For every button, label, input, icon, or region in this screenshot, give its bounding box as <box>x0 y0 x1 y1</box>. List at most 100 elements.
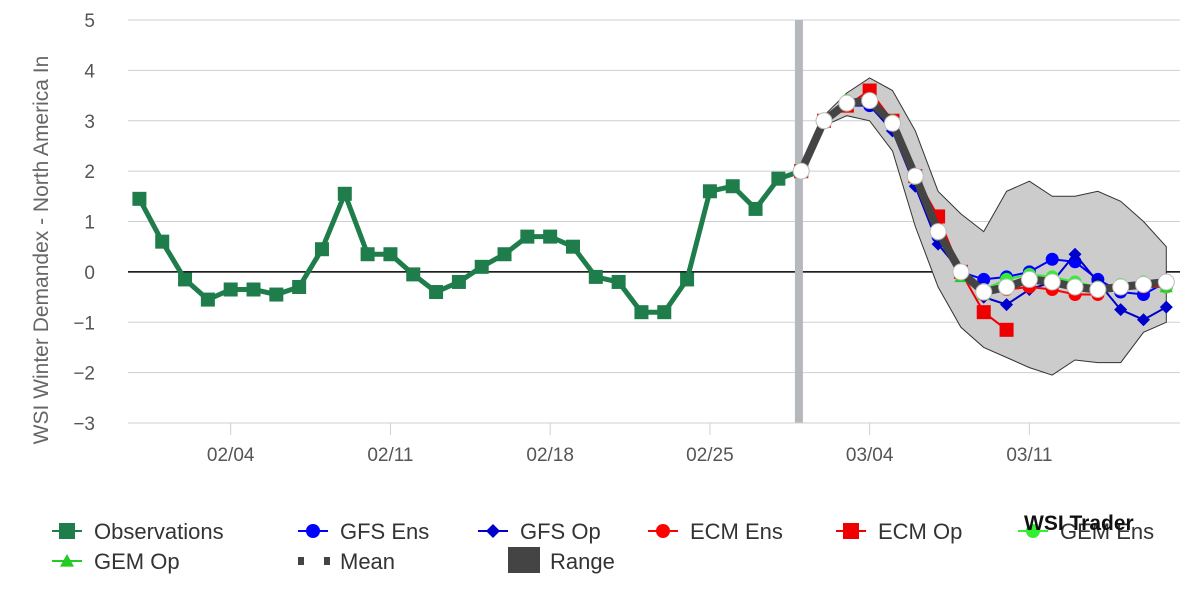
legend-label: Observations <box>94 519 224 544</box>
gfs_op-point <box>1136 313 1150 327</box>
legend-marker <box>843 523 859 539</box>
legend-marker <box>60 554 74 567</box>
observations-point <box>634 305 649 320</box>
mean-point <box>929 223 947 241</box>
y-tick-label: 2 <box>84 162 95 183</box>
legend-label: GFS Ens <box>340 519 429 544</box>
mean-layer <box>792 92 1175 301</box>
y-tick-label: −2 <box>73 364 95 385</box>
observations-point <box>246 282 261 297</box>
observations-point <box>702 184 717 199</box>
observations-layer <box>132 164 809 320</box>
legend-marker <box>486 524 500 538</box>
gfs_ens-point <box>977 272 991 286</box>
legend-label: GEM Op <box>94 549 180 574</box>
observations-point <box>360 247 375 262</box>
mean-point <box>1089 281 1107 299</box>
mean-point <box>883 114 901 132</box>
gfs_op-point <box>1068 247 1082 261</box>
ecm_op-point <box>976 305 991 320</box>
observations-point <box>337 186 352 201</box>
mean-point <box>861 92 879 110</box>
legend-item-mean: Mean <box>298 549 395 574</box>
gfs_op-point <box>1159 300 1173 314</box>
legend: Observations GFS Ens GFS Op ECM Ens ECM Op GE… <box>52 519 1154 574</box>
forecast-divider-layer <box>794 20 803 423</box>
legend-item-gem_ens: GEM Ens <box>1018 519 1154 544</box>
observations-point <box>520 229 535 244</box>
y-tick-label: 1 <box>84 213 95 234</box>
y-tick-label: −3 <box>73 414 95 435</box>
observations-point <box>292 279 307 294</box>
legend-item-observations: Observations <box>52 519 224 544</box>
observations-line <box>137 168 802 315</box>
range-layer <box>800 77 1167 376</box>
legend-label: Mean <box>340 549 395 574</box>
observations-point <box>543 229 558 244</box>
gfs_ens-point <box>1045 252 1059 266</box>
observations-point <box>588 269 603 284</box>
legend-label: ECM Ens <box>690 519 783 544</box>
legend-label: GFS Op <box>520 519 601 544</box>
x-tick-label: 02/25 <box>686 445 734 466</box>
observations-point <box>178 272 193 287</box>
y-tick-label: −1 <box>73 313 95 334</box>
observations-point <box>657 305 672 320</box>
observations-point <box>565 239 580 254</box>
mean-point <box>975 283 993 301</box>
legend-marker <box>59 523 75 539</box>
x-tick-label: 02/04 <box>207 445 255 466</box>
observations-point <box>497 247 512 262</box>
observations-point <box>383 247 398 262</box>
brand-label: WSI Trader <box>1024 512 1134 535</box>
mean-point <box>1066 278 1084 296</box>
observations-point <box>429 285 444 300</box>
observations-point <box>269 287 284 302</box>
legend-range-swatch <box>508 547 540 573</box>
mean-point <box>792 162 810 180</box>
legend-mean-dot <box>324 557 330 565</box>
mean-point <box>998 278 1016 296</box>
mean-point <box>838 94 856 112</box>
legend-marker <box>306 524 320 538</box>
legend-item-ecm_op: ECM Op <box>836 519 962 544</box>
observations-point <box>451 274 466 289</box>
y-axis-label: WSI Winter Demandex - North America In <box>30 56 53 445</box>
x-tick-label: 02/18 <box>526 445 574 466</box>
x-tick-label: 03/04 <box>846 445 894 466</box>
mean-point <box>1112 278 1130 296</box>
observations-point <box>200 292 215 307</box>
legend-item-gfs_ens: GFS Ens <box>298 519 429 544</box>
mean-point <box>1134 275 1152 293</box>
range-band <box>800 77 1167 376</box>
y-tick-label: 4 <box>84 61 95 82</box>
mean-point <box>906 167 924 185</box>
observations-point <box>132 191 147 206</box>
legend-item-gem_op: GEM Op <box>52 549 180 574</box>
observations-point <box>314 242 329 257</box>
y-tick-label: 5 <box>84 11 95 32</box>
observations-point <box>611 274 626 289</box>
legend-marker <box>1026 524 1040 538</box>
observations-point <box>725 179 740 194</box>
gfs_op-point <box>1114 303 1128 317</box>
legend-label: Range <box>550 549 615 574</box>
legend-item-ecm_ens: ECM Ens <box>648 519 783 544</box>
legend-label: GEM Ens <box>1060 519 1154 544</box>
observations-point <box>474 259 489 274</box>
y-tick-label: 3 <box>84 112 95 133</box>
legend-item-gfs_op: GFS Op <box>478 519 601 544</box>
x-tick-label: 02/11 <box>367 445 413 466</box>
y-tick-label: 0 <box>84 263 95 284</box>
mean-point <box>1020 270 1038 288</box>
legend-item-range: Range <box>508 547 615 574</box>
legend-mean-dot <box>298 557 304 565</box>
x-tick-label: 03/11 <box>1006 445 1052 466</box>
gfs_op-point <box>1000 298 1014 312</box>
mean-point <box>1043 273 1061 291</box>
observations-point <box>223 282 238 297</box>
mean-point <box>952 263 970 281</box>
observations-point <box>155 234 170 249</box>
axes: −3 −2 −1 0 1 2 3 4 5 02/04 02/11 02/18 02/25 03/04 03/… <box>73 11 1180 466</box>
